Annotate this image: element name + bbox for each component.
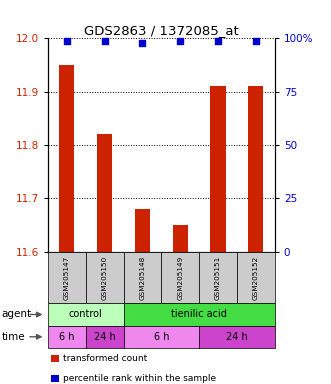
Text: GSM205150: GSM205150 <box>102 255 108 300</box>
Point <box>178 38 183 44</box>
Text: control: control <box>69 310 103 319</box>
Point <box>253 38 259 44</box>
Text: GSM205151: GSM205151 <box>215 255 221 300</box>
Bar <box>248 86 263 252</box>
Bar <box>97 134 112 252</box>
Bar <box>135 209 150 252</box>
Point <box>215 38 221 44</box>
Bar <box>211 86 226 252</box>
Text: tienilic acid: tienilic acid <box>171 310 227 319</box>
Text: GSM205152: GSM205152 <box>253 255 259 300</box>
Title: GDS2863 / 1372085_at: GDS2863 / 1372085_at <box>84 24 239 37</box>
Point <box>102 38 107 44</box>
Text: 24 h: 24 h <box>226 332 248 342</box>
Point <box>64 38 70 44</box>
Text: GSM205147: GSM205147 <box>64 255 70 300</box>
Text: 6 h: 6 h <box>154 332 169 342</box>
Text: 6 h: 6 h <box>59 332 74 342</box>
Text: 24 h: 24 h <box>94 332 116 342</box>
Bar <box>59 65 74 252</box>
Bar <box>173 225 188 252</box>
Text: percentile rank within the sample: percentile rank within the sample <box>63 374 216 383</box>
Text: agent: agent <box>2 310 32 319</box>
Text: GSM205148: GSM205148 <box>139 255 145 300</box>
Point <box>140 40 145 46</box>
Text: time: time <box>2 332 25 342</box>
Text: GSM205149: GSM205149 <box>177 255 183 300</box>
Text: transformed count: transformed count <box>63 354 147 363</box>
